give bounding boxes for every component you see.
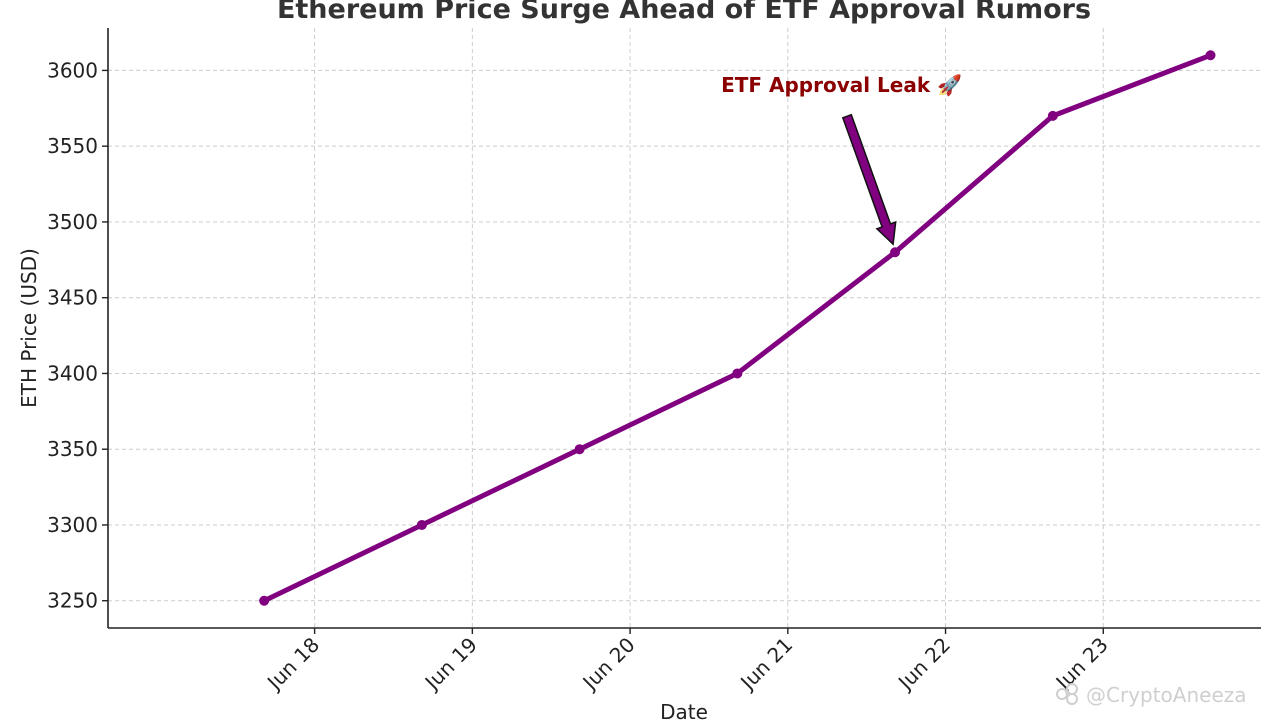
data-point: [416, 519, 427, 530]
y-axis-label: ETH Price (USD): [17, 248, 41, 408]
grid-lines: [108, 28, 1261, 628]
watermark: @CryptoAneeza: [1056, 683, 1247, 707]
annotation-arrow: [841, 113, 897, 246]
data-point: [1047, 110, 1058, 121]
x-tick-label: Jun 18: [261, 633, 324, 696]
x-tick-label: Jun 22: [892, 633, 955, 696]
y-tick-label: 3500: [47, 210, 98, 234]
axes: [102, 28, 1261, 634]
y-tick-label: 3250: [47, 589, 98, 613]
x-tick-label: Jun 19: [419, 633, 482, 696]
tick-labels: 3250 3300 3350 3400 3450 3500 3550 3600 Jun 18 Ju…: [47, 58, 1113, 695]
x-tick-label: Jun 21: [734, 633, 797, 696]
series-line: [261, 52, 1214, 604]
y-tick-label: 3450: [47, 286, 98, 310]
data-point: [259, 595, 270, 606]
annotation-label: ETF Approval Leak 🚀: [721, 73, 962, 97]
watermark-logo-icon: [1056, 683, 1078, 705]
y-tick-label: 3300: [47, 513, 98, 537]
x-axis-label: Date: [660, 700, 708, 720]
watermark-text: @CryptoAneeza: [1086, 683, 1247, 707]
y-tick-label: 3350: [47, 437, 98, 461]
y-tick-label: 3400: [47, 361, 98, 385]
y-tick-label: 3600: [47, 58, 98, 82]
annotations: ETF Approval Leak 🚀: [721, 73, 962, 246]
x-tick-label: Jun 20: [577, 633, 640, 696]
series-eth-price: [259, 50, 1216, 606]
data-point: [890, 247, 901, 258]
data-point: [732, 368, 743, 379]
chart-title: Ethereum Price Surge Ahead of ETF Approv…: [277, 0, 1091, 25]
y-tick-label: 3550: [47, 134, 98, 158]
data-point: [1205, 50, 1216, 61]
data-point: [574, 444, 585, 455]
